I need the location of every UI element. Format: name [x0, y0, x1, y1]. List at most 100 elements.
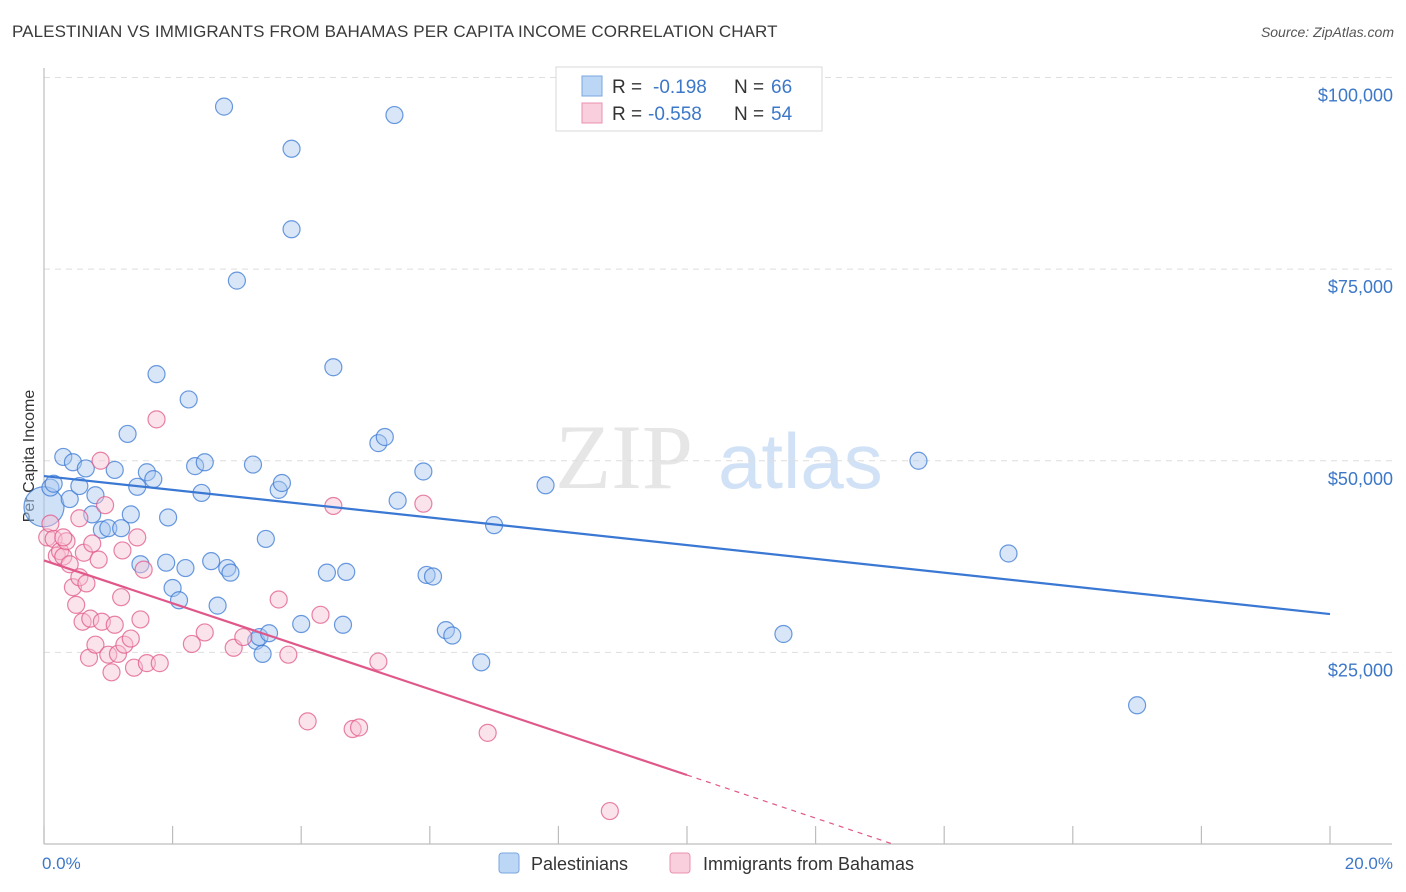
- point-bahamas: [147, 410, 166, 429]
- point-bahamas: [112, 588, 131, 607]
- x-tick-label: 0.0%: [42, 854, 81, 873]
- point-bahamas: [369, 652, 388, 671]
- point-palestinians: [214, 97, 234, 116]
- point-palestinians: [186, 457, 205, 476]
- legend-r-value-2: -0.558: [648, 104, 702, 125]
- series-legend: Palestinians Immigrants from Bahamas: [498, 852, 914, 874]
- point-palestinians: [60, 489, 79, 509]
- legend-r-label-2: R =: [612, 104, 642, 125]
- point-palestinians: [105, 460, 124, 480]
- point-bahamas: [95, 496, 115, 515]
- point-bahamas: [108, 644, 128, 664]
- point-palestinians: [472, 653, 491, 672]
- point-palestinians: [112, 519, 131, 538]
- data-points: [23, 97, 1147, 821]
- point-palestinians: [147, 365, 166, 384]
- point-bahamas: [54, 528, 73, 547]
- point-palestinians: [243, 455, 263, 474]
- point-palestinians: [999, 544, 1018, 563]
- point-bahamas: [86, 635, 105, 654]
- chart-title: PALESTINIAN VS IMMIGRANTS FROM BAHAMAS P…: [12, 22, 778, 41]
- legend-n-value-1: 66: [771, 77, 792, 98]
- series-legend-swatch-bahamas: [669, 852, 691, 874]
- y-tick-label: $25,000: [1328, 660, 1393, 680]
- point-bahamas: [89, 550, 108, 569]
- point-palestinians: [131, 555, 150, 574]
- point-palestinians: [443, 626, 462, 645]
- point-palestinians: [86, 486, 105, 505]
- point-palestinians: [375, 427, 394, 447]
- point-palestinians: [256, 529, 275, 549]
- point-bahamas: [131, 610, 150, 629]
- point-bahamas: [83, 534, 102, 553]
- point-bahamas: [63, 578, 83, 597]
- point-palestinians: [388, 491, 407, 510]
- point-bahamas: [70, 509, 89, 528]
- series-legend-palestinians: Palestinians: [531, 854, 628, 874]
- point-palestinians: [176, 558, 195, 578]
- point-bahamas: [134, 560, 153, 579]
- series-legend-bahamas: Immigrants from Bahamas: [703, 854, 914, 874]
- point-palestinians: [158, 508, 178, 527]
- point-palestinians: [536, 476, 555, 495]
- point-palestinians: [144, 470, 163, 489]
- x-tick-label: 20.0%: [1345, 854, 1393, 873]
- point-palestinians: [385, 105, 404, 125]
- legend-r-value-1: -0.198: [653, 77, 707, 98]
- point-bahamas: [121, 629, 140, 648]
- point-palestinians: [157, 553, 176, 572]
- point-palestinians: [179, 390, 198, 409]
- point-palestinians: [292, 614, 311, 634]
- point-bahamas: [50, 542, 70, 561]
- watermark: ZIP atlas: [555, 406, 883, 508]
- point-bahamas: [105, 615, 124, 634]
- y-tick-labels: $25,000 $50,000 $75,000 $100,000: [1318, 86, 1393, 681]
- point-palestinians: [774, 624, 793, 644]
- point-palestinians: [23, 486, 65, 528]
- trend-line-bahamas-extension: [686, 774, 893, 845]
- point-bahamas: [81, 609, 100, 628]
- gridlines: [44, 77, 1392, 653]
- point-palestinians: [282, 220, 301, 239]
- point-palestinians: [137, 463, 156, 482]
- point-palestinians: [227, 271, 246, 290]
- point-palestinians: [70, 476, 89, 496]
- point-bahamas: [414, 494, 433, 513]
- y-tick-label: $50,000: [1328, 469, 1393, 489]
- legend-swatch-palestinians: [581, 75, 603, 97]
- trend-lines: [43, 474, 1331, 845]
- point-palestinians: [909, 451, 928, 470]
- point-bahamas: [182, 634, 201, 654]
- point-palestinians: [118, 424, 137, 444]
- legend-n-value-2: 54: [771, 104, 793, 125]
- series-legend-swatch-palestinians: [498, 852, 520, 874]
- point-bahamas: [91, 451, 110, 470]
- axes: [43, 68, 1392, 845]
- legend-swatch-bahamas: [581, 102, 603, 124]
- y-tick-label: $100,000: [1318, 86, 1393, 106]
- point-bahamas: [41, 514, 60, 533]
- point-palestinians: [417, 565, 436, 585]
- point-palestinians: [92, 520, 111, 539]
- point-bahamas: [269, 590, 288, 609]
- point-palestinians: [317, 563, 337, 582]
- point-bahamas: [234, 627, 253, 647]
- stats-legend: R = -0.198 N = 66 R = -0.558 N = 54: [555, 66, 823, 132]
- legend-n-label-1: N =: [734, 77, 764, 98]
- y-tick-label: $75,000: [1328, 277, 1393, 297]
- point-bahamas: [137, 654, 156, 673]
- point-bahamas: [67, 595, 86, 614]
- point-bahamas: [311, 605, 330, 624]
- point-palestinians: [54, 447, 73, 467]
- legend-n-label-2: N =: [734, 104, 764, 125]
- point-palestinians: [423, 567, 443, 586]
- point-palestinians: [76, 459, 95, 478]
- point-bahamas: [600, 801, 619, 821]
- trend-line-palestinians: [43, 474, 1331, 616]
- point-palestinians: [44, 474, 63, 493]
- point-palestinians: [121, 505, 140, 524]
- point-palestinians: [324, 358, 343, 377]
- point-bahamas: [113, 541, 132, 560]
- point-palestinians: [253, 644, 272, 664]
